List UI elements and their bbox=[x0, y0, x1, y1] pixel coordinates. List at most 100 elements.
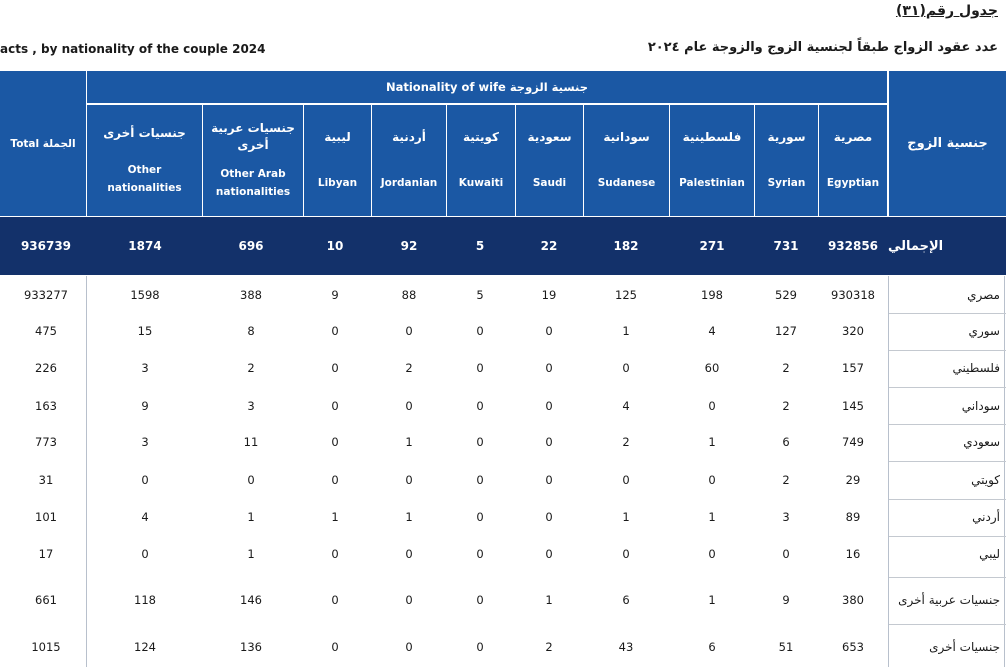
table-cell: 0 bbox=[782, 547, 790, 561]
table-title-arabic: عدد عقود الزواج طبقاً لجنسية الزوج والزو… bbox=[647, 40, 998, 55]
wife-nationality-group-header: Nationality of wife جنسية الزوجة bbox=[87, 71, 887, 103]
table-cell: 0 bbox=[331, 435, 339, 449]
table-cell: 1 bbox=[622, 510, 630, 524]
row-separator bbox=[889, 461, 1006, 462]
table-cell: 0 bbox=[476, 473, 484, 487]
table-cell: 0 bbox=[331, 473, 339, 487]
table-cell: 0 bbox=[405, 399, 413, 413]
table-cell: 4 bbox=[622, 399, 630, 413]
table-cell: 0 bbox=[708, 399, 716, 413]
row-label-husband: مصري bbox=[967, 288, 1000, 302]
table-cell: 2 bbox=[782, 361, 790, 375]
table-cell: 8 bbox=[247, 324, 255, 338]
table-cell: 2 bbox=[545, 640, 553, 654]
row-total-cell: 933277 bbox=[24, 288, 68, 302]
table-cell: 0 bbox=[476, 593, 484, 607]
row-separator bbox=[889, 313, 1006, 314]
table-cell: 0 bbox=[476, 510, 484, 524]
total-column-divider bbox=[86, 276, 87, 667]
table-cell: 5 bbox=[476, 288, 484, 302]
table-cell: 6 bbox=[782, 435, 790, 449]
table-cell: 1 bbox=[708, 510, 716, 524]
row-total-cell: 475 bbox=[35, 324, 57, 338]
column-header-english: Jordanian bbox=[380, 177, 438, 189]
row-label-husband: فلسطيني bbox=[952, 361, 1000, 375]
row-separator bbox=[889, 536, 1006, 537]
row-label-husband: سوداني bbox=[961, 399, 1000, 413]
grand-total-label: الإجمالي bbox=[888, 238, 944, 254]
table-cell: 0 bbox=[622, 361, 630, 375]
table-cell: 0 bbox=[476, 547, 484, 561]
row-separator bbox=[889, 624, 1006, 625]
table-cell: 0 bbox=[331, 324, 339, 338]
table-cell: 9 bbox=[782, 593, 790, 607]
table-cell: 16 bbox=[845, 547, 861, 561]
table-cell: 749 bbox=[842, 435, 864, 449]
column-header-arabic: مصرية bbox=[833, 130, 873, 144]
table-cell: 0 bbox=[708, 547, 716, 561]
table-cell: 0 bbox=[331, 399, 339, 413]
row-total-cell: 163 bbox=[35, 399, 57, 413]
grand-total-cell: 1874 bbox=[128, 239, 162, 253]
table-cell: 15 bbox=[137, 324, 153, 338]
table-cell: 1 bbox=[247, 547, 255, 561]
table-cell: 0 bbox=[405, 547, 413, 561]
table-cell: 125 bbox=[615, 288, 637, 302]
row-label-husband: ليبي bbox=[979, 547, 1000, 561]
table-cell: 2 bbox=[782, 473, 790, 487]
table-cell: 3 bbox=[141, 361, 149, 375]
column-header-jordanian: أردنية Jordanian bbox=[372, 105, 446, 216]
table-cell: 1 bbox=[622, 324, 630, 338]
column-header-other-arab-nationalities: جنسيات عربية أخرى Other Arab nationalitie… bbox=[203, 105, 303, 216]
table-cell: 145 bbox=[842, 399, 864, 413]
column-header-egyptian: مصرية Egyptian bbox=[819, 105, 887, 216]
column-header-saudi: سعودية Saudi bbox=[516, 105, 583, 216]
table-cell: 3 bbox=[782, 510, 790, 524]
grand-total-cell: 932856 bbox=[827, 239, 879, 253]
table-cell: 0 bbox=[476, 435, 484, 449]
table-cell: 3 bbox=[141, 435, 149, 449]
column-header-english: Syrian bbox=[767, 177, 806, 189]
table-cell: 157 bbox=[842, 361, 864, 375]
column-header-arabic: ليبية bbox=[324, 130, 351, 144]
column-header-sudanese: سودانية Sudanese bbox=[584, 105, 669, 216]
table-cell: 0 bbox=[545, 547, 553, 561]
table-cell: 0 bbox=[247, 473, 255, 487]
table-cell: 1 bbox=[708, 435, 716, 449]
table-cell: 0 bbox=[405, 640, 413, 654]
table-cell: 19 bbox=[541, 288, 557, 302]
table-cell: 0 bbox=[141, 547, 149, 561]
grand-total-cell: 5 bbox=[475, 239, 485, 253]
table-cell: 0 bbox=[331, 547, 339, 561]
table-cell: 1 bbox=[708, 593, 716, 607]
table-cell: 0 bbox=[545, 324, 553, 338]
table-cell: 136 bbox=[240, 640, 262, 654]
table-cell: 0 bbox=[476, 640, 484, 654]
table-cell: 0 bbox=[141, 473, 149, 487]
table-cell: 0 bbox=[405, 473, 413, 487]
column-header-syrian: سورية Syrian bbox=[755, 105, 818, 216]
table-cell: 2 bbox=[405, 361, 413, 375]
table-cell: 4 bbox=[708, 324, 716, 338]
column-header-english: Sudanese bbox=[597, 177, 656, 189]
table-cell: 0 bbox=[476, 361, 484, 375]
table-cell: 0 bbox=[405, 593, 413, 607]
table-cell: 3 bbox=[247, 399, 255, 413]
column-header-arabic: كويتية bbox=[462, 130, 500, 144]
row-total-cell: 226 bbox=[35, 361, 57, 375]
row-label-husband: أردني bbox=[972, 510, 1000, 524]
table-cell: 2 bbox=[622, 435, 630, 449]
column-header-arabic: جنسيات عربية أخرى bbox=[211, 121, 295, 153]
row-total-cell: 101 bbox=[35, 510, 57, 524]
column-header-arabic: جنسيات أخرى bbox=[103, 125, 186, 140]
table-cell: 2 bbox=[247, 361, 255, 375]
table-cell: 0 bbox=[622, 473, 630, 487]
table-cell: 1 bbox=[405, 435, 413, 449]
row-label-husband: جنسيات عربية أخرى bbox=[898, 593, 1000, 607]
table-cell: 0 bbox=[622, 547, 630, 561]
table-cell: 43 bbox=[618, 640, 634, 654]
table-cell: 0 bbox=[476, 324, 484, 338]
column-header-english: Other Arab nationalities bbox=[215, 167, 291, 198]
grand-total-cell: 696 bbox=[238, 239, 264, 253]
column-header-english: Other nationalities bbox=[107, 163, 182, 194]
